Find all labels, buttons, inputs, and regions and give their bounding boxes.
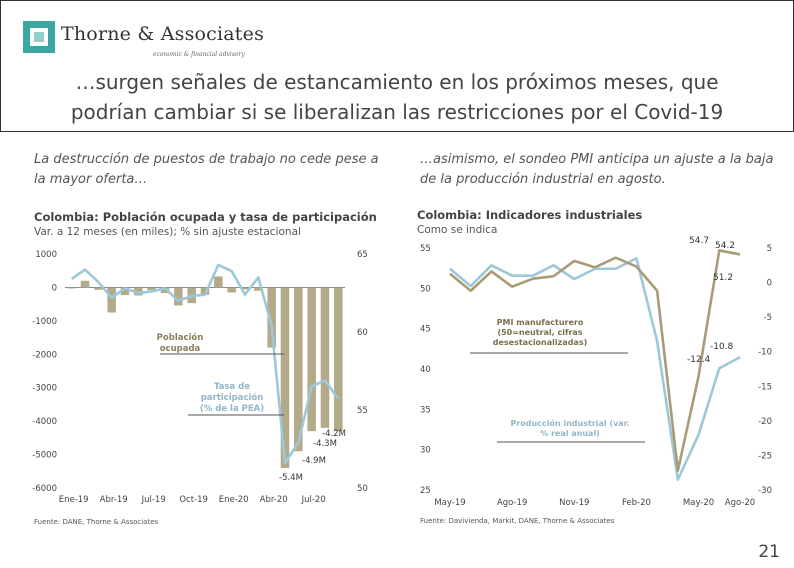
x-axis-tick-label: Feb-20 — [622, 498, 651, 508]
x-axis-tick-label: Ago-19 — [497, 498, 527, 508]
right-axis-tick-label: 55 — [357, 406, 368, 416]
data-label: -10.8 — [710, 342, 734, 352]
employment-bar — [200, 287, 210, 295]
x-axis-tick-label: Abr-20 — [260, 495, 288, 505]
employment-bar — [214, 276, 223, 288]
left-axis-tick-label: 50 — [420, 284, 431, 294]
industrial-production-line — [449, 257, 741, 481]
employment-bar — [294, 287, 303, 452]
headline-line-2: podrían cambiar si se liberalizan las re… — [70, 100, 724, 124]
data-label: -5.4M — [279, 473, 303, 483]
left-axis-tick-label: 40 — [420, 365, 431, 375]
right-axis-tick-label: 60 — [357, 328, 368, 338]
employment-bar — [280, 287, 290, 468]
headline-line-1: …surgen señales de estancamiento en los … — [75, 70, 719, 94]
brand-name: Thorne & Associates — [61, 23, 265, 45]
x-axis-tick-label: Oct-19 — [179, 495, 208, 505]
employment-bar — [120, 287, 130, 296]
right-axis-tick-label: -25 — [758, 451, 772, 461]
right-axis-tick-label: -30 — [758, 486, 772, 496]
left-axis-tick-label: -1000 — [32, 317, 57, 327]
right-axis-tick-label: 0 — [767, 279, 772, 289]
left-axis-tick-label: -3000 — [32, 384, 57, 394]
x-axis-tick-label: May-19 — [434, 498, 465, 508]
employment-chart: 1000 0 -1000 -2000 -3000 -4000 -5000 -6000 65 60 5… — [32, 250, 368, 505]
employment-bar — [267, 287, 276, 348]
left-axis-tick-label: 35 — [420, 405, 431, 415]
left-axis-tick-label: 45 — [420, 325, 431, 335]
employment-bar — [240, 287, 250, 290]
data-label: -4.3M — [313, 439, 337, 449]
x-axis-tick-label: Jul-20 — [301, 495, 326, 505]
data-label: 54.7 — [689, 236, 709, 246]
right-chart-source: Fuente: Davivienda, Markit, DANE, Thorne… — [420, 517, 615, 525]
employment-bar — [160, 287, 170, 294]
annotation-poblacion-ocupada: Población ocupada — [157, 332, 204, 354]
x-axis-tick-label: Ene-20 — [219, 495, 249, 505]
left-axis-tick-label: 55 — [420, 244, 431, 254]
data-label: 54.2 — [715, 241, 735, 251]
employment-bar — [174, 287, 183, 306]
left-axis-tick-label: -4000 — [32, 417, 57, 427]
annotation-pmi: PMI manufacturero (50=neutral, cifras dese… — [493, 318, 587, 347]
data-label: -12.4 — [687, 355, 711, 365]
right-axis-tick-label: -15 — [758, 382, 772, 392]
logo-icon — [23, 21, 55, 53]
right-axis-tick-label: 50 — [357, 484, 368, 494]
employment-bar — [134, 287, 143, 296]
left-axis-tick-label: 1000 — [35, 250, 57, 260]
right-chart-title: Colombia: Indicadores industriales — [417, 208, 643, 222]
data-label: -4.2M — [322, 429, 346, 439]
brand-tagline: economic & financial advisory — [153, 51, 245, 58]
left-chart-title: Colombia: Población ocupada y tasa de pa… — [34, 210, 377, 224]
right-axis-tick-label: 65 — [357, 250, 368, 260]
employment-bar — [307, 287, 316, 432]
page-title: …surgen señales de estancamiento en los … — [1, 67, 793, 127]
left-axis-tick-label: 25 — [420, 486, 431, 496]
left-chart-source: Fuente: DANE, Thorne & Associates — [34, 518, 159, 526]
annotation-tasa-participacion: Tasa de participación (% de la PEA) — [200, 382, 264, 414]
employment-bar — [334, 287, 343, 432]
x-axis-tick-label: Abr-19 — [100, 495, 128, 505]
x-axis-tick-label: Nov-19 — [559, 498, 589, 508]
employment-bar — [67, 287, 76, 289]
left-axis-tick-label: -5000 — [32, 451, 57, 461]
right-axis-tick-label: -10 — [758, 348, 772, 358]
annotation-industrial-production: Producción industrial (var.% real anual) — [510, 418, 629, 438]
employment-bar — [94, 287, 103, 290]
x-axis-tick-label: May-20 — [683, 498, 714, 508]
data-label: -4.9M — [302, 456, 326, 466]
x-axis-tick-label: Jul-19 — [141, 495, 166, 505]
employment-bar — [320, 287, 330, 428]
page-number: 21 — [758, 542, 780, 562]
x-axis-tick-label: Ene-19 — [59, 495, 89, 505]
employment-bar — [80, 280, 90, 288]
left-axis-tick-label: -2000 — [32, 350, 57, 360]
left-chart-subtitle: Var. a 12 meses (en miles); % sin ajuste… — [34, 226, 301, 238]
left-axis-tick-label: -6000 — [32, 484, 57, 494]
employment-bar — [227, 287, 236, 293]
left-intro: La destrucción de puestos de trabajo no … — [34, 152, 379, 187]
left-axis-tick-label: 30 — [420, 446, 431, 456]
right-axis-tick-label: -20 — [758, 417, 772, 427]
employment-bar — [107, 287, 116, 313]
right-axis-tick-label: 5 — [767, 244, 772, 254]
right-intro: …asimismo, el sondeo PMI anticipa un aju… — [420, 152, 774, 187]
employment-bar — [254, 287, 263, 291]
x-axis-tick-label: Ago-20 — [725, 498, 755, 508]
right-axis-tick-label: -5 — [764, 313, 772, 323]
header: Thorne & Associates economic & financial… — [0, 0, 794, 132]
right-chart-subtitle: Como se indica — [417, 224, 498, 236]
left-axis-tick-label: 0 — [52, 283, 57, 293]
employment-bar — [147, 287, 156, 291]
data-label: 51.2 — [713, 273, 733, 283]
